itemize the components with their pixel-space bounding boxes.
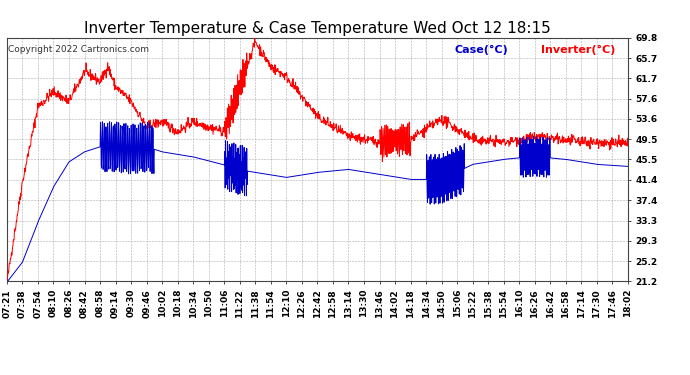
Text: Inverter(°C): Inverter(°C) — [541, 45, 615, 55]
Title: Inverter Temperature & Case Temperature Wed Oct 12 18:15: Inverter Temperature & Case Temperature … — [84, 21, 551, 36]
Text: Copyright 2022 Cartronics.com: Copyright 2022 Cartronics.com — [8, 45, 149, 54]
Text: Case(°C): Case(°C) — [454, 45, 508, 55]
